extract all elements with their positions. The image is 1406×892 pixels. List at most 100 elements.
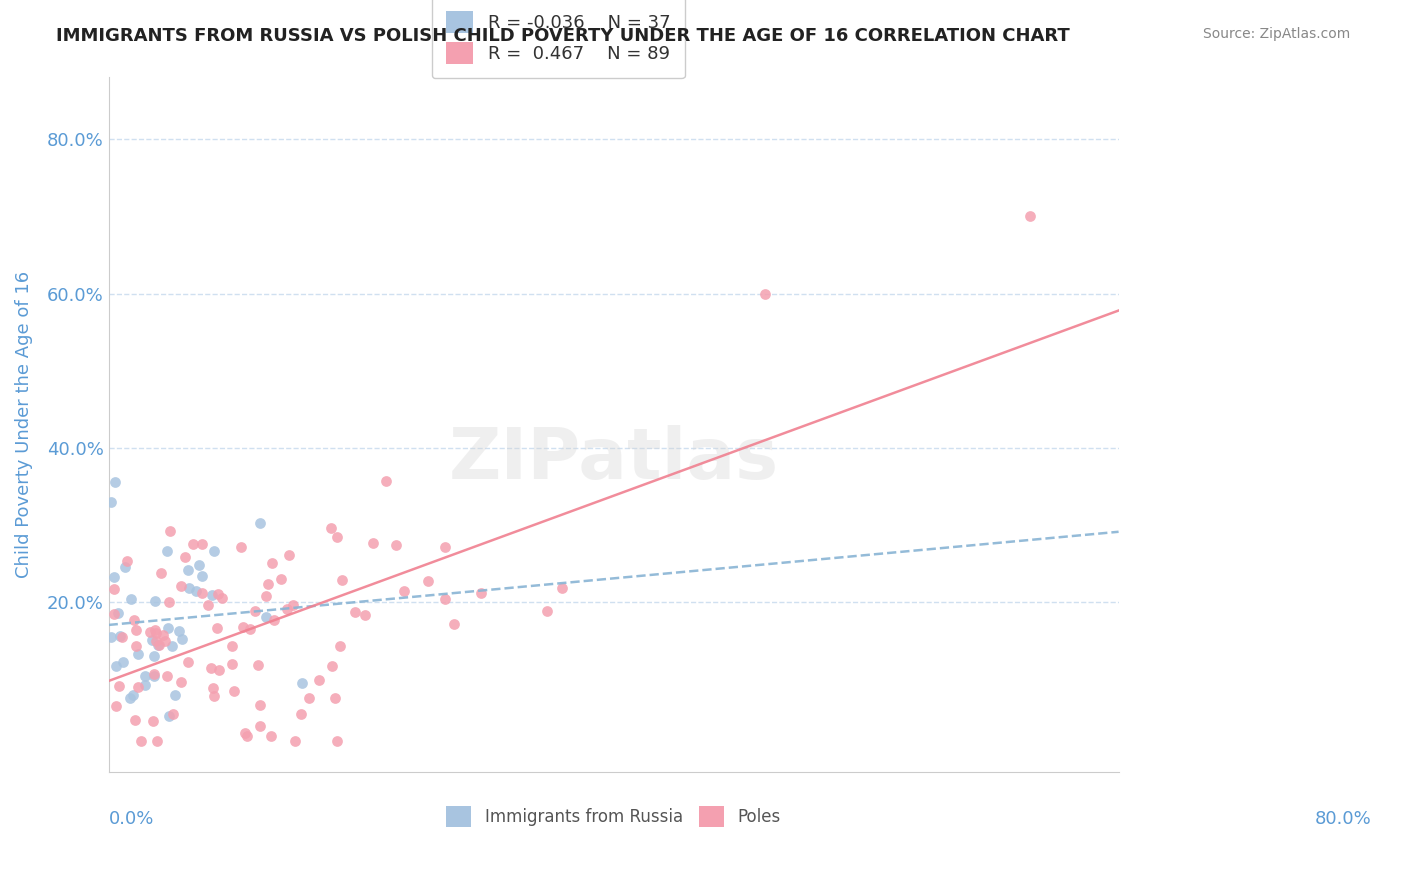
Point: [170, 674, 193, 689]
Point: [148, 638, 170, 652]
Point: [105, 658, 128, 673]
Point: [134, 669, 156, 683]
Point: [103, 582, 125, 597]
Point: [249, 516, 271, 531]
Point: [139, 624, 162, 639]
Point: [254, 590, 277, 604]
Point: [325, 530, 347, 544]
Point: [157, 621, 180, 635]
Point: [146, 734, 169, 748]
Point: [330, 574, 353, 588]
Text: IMMIGRANTS FROM RUSSIA VS POLISH CHILD POVERTY UNDER THE AGE OF 16 CORRELATION C: IMMIGRANTS FROM RUSSIA VS POLISH CHILD P…: [56, 27, 1070, 45]
Point: [157, 595, 180, 609]
Point: [416, 574, 439, 588]
Point: [235, 729, 257, 743]
Point: [329, 640, 352, 654]
Point: [433, 591, 456, 606]
Point: [187, 558, 209, 572]
Point: [141, 632, 163, 647]
Text: Source: ZipAtlas.com: Source: ZipAtlas.com: [1202, 27, 1350, 41]
Point: [249, 718, 271, 732]
Point: [200, 661, 222, 675]
Text: 80.0%: 80.0%: [1315, 810, 1371, 829]
Point: [321, 658, 343, 673]
Point: [190, 569, 212, 583]
Text: 0.0%: 0.0%: [108, 810, 155, 829]
Point: [111, 655, 134, 669]
Point: [1019, 210, 1042, 224]
Point: [221, 657, 243, 672]
Point: [191, 537, 214, 551]
Point: [124, 714, 146, 728]
Point: [291, 676, 314, 690]
Point: [170, 632, 193, 646]
Point: [239, 623, 262, 637]
Point: [134, 678, 156, 692]
Point: [145, 626, 167, 640]
Point: [277, 549, 299, 563]
Legend: Immigrants from Russia, Poles: Immigrants from Russia, Poles: [440, 799, 787, 833]
Point: [281, 598, 304, 612]
Point: [207, 587, 229, 601]
Point: [308, 673, 330, 688]
Point: [323, 690, 346, 705]
Point: [103, 607, 125, 622]
Point: [173, 549, 195, 564]
Point: [108, 679, 131, 693]
Point: [100, 495, 122, 509]
Point: [142, 666, 165, 681]
Point: [159, 524, 181, 538]
Point: [208, 664, 231, 678]
Point: [120, 690, 142, 705]
Point: [363, 535, 385, 549]
Point: [107, 606, 129, 620]
Point: [202, 690, 225, 704]
Point: [153, 634, 176, 648]
Point: [222, 683, 245, 698]
Point: [233, 726, 256, 740]
Point: [202, 681, 225, 695]
Point: [163, 689, 186, 703]
Point: [260, 556, 283, 570]
Point: [146, 639, 169, 653]
Point: [254, 610, 277, 624]
Point: [392, 583, 415, 598]
Point: [125, 639, 148, 653]
Point: [152, 628, 174, 642]
Point: [142, 714, 165, 728]
Point: [270, 572, 292, 586]
Point: [104, 475, 127, 489]
Point: [260, 730, 283, 744]
Point: [177, 563, 200, 577]
Point: [754, 286, 776, 301]
Point: [443, 617, 465, 632]
Point: [374, 474, 396, 488]
Point: [122, 688, 145, 702]
Point: [105, 699, 128, 714]
Point: [143, 648, 166, 663]
Point: [156, 544, 179, 558]
Point: [103, 570, 125, 584]
Point: [197, 599, 219, 613]
Point: [117, 554, 139, 568]
Point: [111, 630, 134, 644]
Point: [249, 698, 271, 712]
Point: [157, 709, 180, 723]
Point: [229, 541, 252, 555]
Point: [245, 604, 267, 618]
Point: [344, 605, 367, 619]
Point: [169, 624, 191, 639]
Point: [232, 620, 254, 634]
Point: [221, 640, 243, 654]
Point: [114, 560, 136, 574]
Point: [284, 734, 307, 748]
Point: [160, 639, 183, 653]
Point: [170, 579, 193, 593]
Point: [191, 586, 214, 600]
Point: [127, 647, 149, 661]
Point: [124, 613, 146, 627]
Point: [298, 690, 321, 705]
Point: [179, 581, 201, 595]
Point: [184, 584, 207, 599]
Point: [321, 521, 343, 535]
